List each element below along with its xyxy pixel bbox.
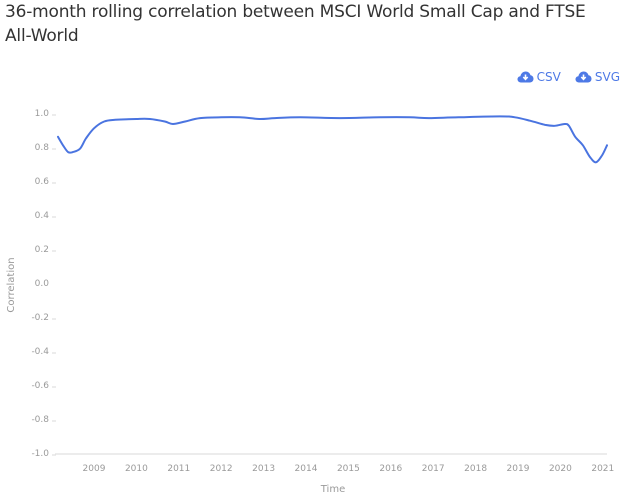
y-tick-label: -0.2 [31, 313, 49, 323]
x-tick-label: 2012 [210, 464, 233, 474]
y-tick-label: 0.0 [35, 279, 50, 289]
chart-title: 36-month rolling correlation between MSC… [5, 2, 586, 46]
x-tick-label: 2019 [507, 464, 530, 474]
cloud-download-icon [517, 71, 534, 83]
series-line-correlation [57, 115, 608, 164]
x-tick-label: 2011 [167, 464, 190, 474]
x-tick-label: 2017 [422, 464, 445, 474]
export-toolbar: CSV SVG [517, 70, 624, 84]
y-tick-label: -0.4 [31, 347, 49, 357]
x-tick-label: 2021 [591, 464, 614, 474]
x-axis-title: Time [320, 484, 345, 495]
x-tick-label: 2016 [379, 464, 402, 474]
export-svg-button[interactable]: SVG [575, 70, 620, 84]
x-tick-label: 2010 [125, 464, 148, 474]
export-svg-label: SVG [594, 70, 620, 84]
x-axis: 2009 2010 2011 2012 2013 2014 2015 2016 2017 2018… [55, 453, 614, 474]
x-tick-label: 2015 [337, 464, 360, 474]
y-tick-label: 1.0 [35, 109, 50, 119]
x-tick-label: 2014 [295, 464, 318, 474]
export-csv-button[interactable]: CSV [517, 70, 561, 84]
x-tick-label: 2009 [83, 464, 106, 474]
y-tick-label: -0.6 [31, 381, 49, 391]
y-tick-label: 0.4 [35, 211, 50, 221]
y-axis-title: Correlation [6, 257, 17, 312]
export-csv-label: CSV [536, 70, 561, 84]
y-tick-label: -1.0 [31, 449, 49, 459]
y-tick-label: 0.6 [35, 177, 50, 187]
y-tick-label: -0.8 [31, 415, 49, 425]
series-layer [57, 115, 608, 164]
cloud-download-icon [575, 71, 592, 83]
x-tick-label: 2020 [549, 464, 572, 474]
x-tick-label: 2013 [252, 464, 275, 474]
y-axis: 1.0 0.8 0.6 0.4 0.2 0.0 -0.2 -0.4 -0.6 -0.8 -1.0 [31, 109, 56, 459]
x-tick-label: 2018 [464, 464, 487, 474]
y-tick-label: 0.8 [35, 143, 50, 153]
y-tick-label: 0.2 [35, 245, 49, 255]
